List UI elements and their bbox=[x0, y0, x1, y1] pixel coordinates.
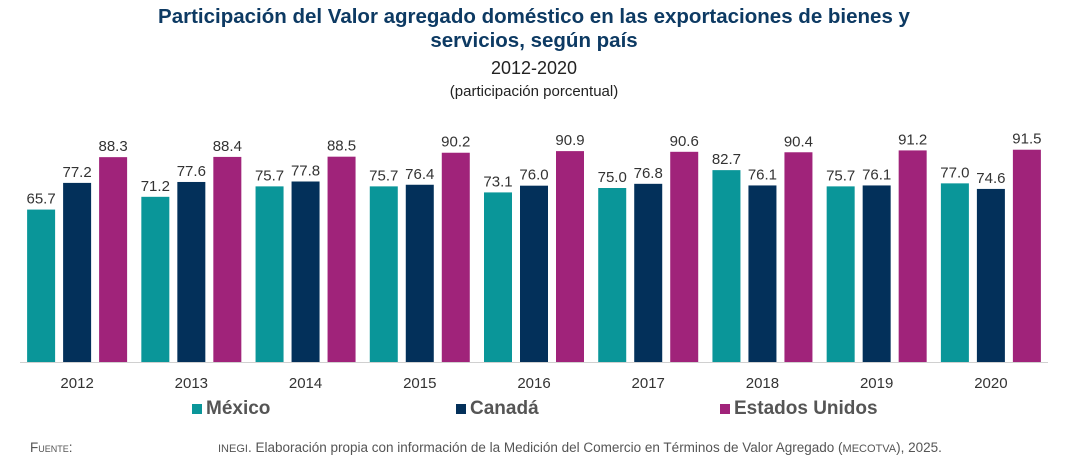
data-label-estados-unidos-2016: 90.9 bbox=[555, 132, 584, 149]
bar-mexico-2012 bbox=[27, 209, 56, 362]
data-label-estados-unidos-2013: 88.4 bbox=[213, 138, 242, 155]
bar-estados-unidos-2012 bbox=[99, 157, 128, 362]
bar-mexico-2020 bbox=[940, 183, 969, 362]
data-label-mexico-2019: 75.7 bbox=[826, 167, 855, 184]
data-label-canada-2015: 76.4 bbox=[405, 166, 434, 183]
data-label-estados-unidos-2017: 90.6 bbox=[670, 133, 699, 150]
data-label-mexico-2013: 71.2 bbox=[141, 178, 170, 195]
data-label-canada-2012: 77.2 bbox=[63, 164, 92, 181]
bar-estados-unidos-2014 bbox=[327, 156, 356, 362]
legend-swatch-canada bbox=[456, 404, 466, 414]
data-label-canada-2013: 77.6 bbox=[177, 163, 206, 180]
bar-canada-2012 bbox=[63, 182, 92, 362]
legend-swatch-estados-unidos bbox=[720, 404, 730, 414]
bar-estados-unidos-2017 bbox=[670, 151, 699, 362]
legend-label-mexico: México bbox=[206, 398, 271, 419]
chart-legend: México Canadá Estados Unidos bbox=[0, 398, 1068, 422]
legend-label-canada: Canadá bbox=[470, 398, 539, 419]
bar-chart: 65.7 77.2 88.3 2012 71.2 77.6 88.4 2013 75.7 77.8… bbox=[20, 131, 1048, 392]
data-label-mexico-2020: 77.0 bbox=[940, 164, 969, 181]
bar-mexico-2018 bbox=[712, 170, 741, 362]
bar-canada-2018 bbox=[748, 185, 777, 362]
data-label-canada-2014: 77.8 bbox=[291, 163, 320, 180]
bar-estados-unidos-2020 bbox=[1012, 149, 1041, 362]
x-tick-label-2016: 2016 bbox=[517, 375, 550, 392]
legend-item-estados-unidos: Estados Unidos bbox=[720, 398, 878, 420]
data-label-mexico-2017: 75.0 bbox=[598, 169, 627, 186]
x-tick-label-2014: 2014 bbox=[289, 375, 322, 392]
data-label-estados-unidos-2012: 88.3 bbox=[99, 138, 128, 155]
bar-estados-unidos-2015 bbox=[441, 152, 470, 362]
data-label-mexico-2015: 75.7 bbox=[369, 167, 398, 184]
bar-estados-unidos-2016 bbox=[556, 151, 584, 362]
bar-mexico-2014 bbox=[255, 186, 284, 362]
legend-label-estados-unidos: Estados Unidos bbox=[734, 398, 878, 419]
source-body: . Elaboración propia con información de … bbox=[247, 440, 843, 455]
data-label-estados-unidos-2018: 90.4 bbox=[784, 133, 813, 150]
x-tick-label-2012: 2012 bbox=[60, 375, 93, 392]
legend-swatch-mexico bbox=[192, 404, 202, 414]
bar-estados-unidos-2013 bbox=[213, 156, 242, 362]
data-label-mexico-2014: 75.7 bbox=[255, 167, 284, 184]
bar-canada-2016 bbox=[520, 185, 548, 362]
bar-mexico-2013 bbox=[141, 196, 170, 362]
bar-estados-unidos-2018 bbox=[784, 152, 813, 362]
data-label-canada-2020: 74.6 bbox=[976, 170, 1005, 187]
x-tick-label-2019: 2019 bbox=[860, 375, 893, 392]
x-tick-label-2017: 2017 bbox=[632, 375, 665, 392]
data-label-canada-2017: 76.8 bbox=[634, 165, 663, 182]
bar-canada-2017 bbox=[634, 183, 663, 362]
data-label-estados-unidos-2015: 90.2 bbox=[441, 134, 470, 151]
data-label-estados-unidos-2019: 91.2 bbox=[898, 131, 927, 148]
bar-mexico-2015 bbox=[369, 186, 398, 362]
chart-subtitle: 2012-2020 bbox=[490, 58, 578, 78]
bar-canada-2015 bbox=[405, 184, 434, 362]
chart-title-line-2: servicios, según país bbox=[430, 29, 638, 52]
data-label-mexico-2016: 73.1 bbox=[483, 173, 512, 190]
bar-mexico-2016 bbox=[484, 192, 512, 362]
data-label-canada-2016: 76.0 bbox=[519, 167, 548, 184]
x-tick-label-2020: 2020 bbox=[974, 375, 1007, 392]
source-label: Fuente: bbox=[30, 440, 73, 455]
bar-canada-2020 bbox=[976, 188, 1005, 362]
chart-title-line-1: Participación del Valor agregado domésti… bbox=[158, 5, 910, 28]
bar-canada-2019 bbox=[862, 185, 891, 362]
source-tail: ), 2025. bbox=[896, 440, 942, 455]
legend-item-canada: Canadá bbox=[456, 398, 539, 420]
legend-item-mexico: México bbox=[192, 398, 270, 420]
x-tick-label-2013: 2013 bbox=[175, 375, 208, 392]
bar-mexico-2017 bbox=[598, 188, 627, 362]
data-label-estados-unidos-2020: 91.5 bbox=[1012, 131, 1041, 148]
bar-mexico-2019 bbox=[826, 186, 855, 362]
source-text: INEGI. Elaboración propia con informació… bbox=[218, 440, 942, 455]
data-label-canada-2018: 76.1 bbox=[748, 166, 777, 183]
data-label-canada-2019: 76.1 bbox=[862, 166, 891, 183]
data-label-mexico-2012: 65.7 bbox=[27, 191, 56, 208]
source-org: INEGI bbox=[218, 443, 248, 455]
x-tick-label-2015: 2015 bbox=[403, 375, 436, 392]
chart-subtitle-units: (participación porcentual) bbox=[449, 83, 619, 100]
bar-estados-unidos-2019 bbox=[898, 150, 927, 362]
data-label-estados-unidos-2014: 88.5 bbox=[327, 138, 356, 155]
bar-canada-2013 bbox=[177, 181, 206, 362]
data-label-mexico-2018: 82.7 bbox=[712, 151, 741, 168]
x-tick-label-2018: 2018 bbox=[746, 375, 779, 392]
source-abbr: MECOTVA bbox=[842, 443, 897, 455]
bar-canada-2014 bbox=[291, 181, 320, 362]
